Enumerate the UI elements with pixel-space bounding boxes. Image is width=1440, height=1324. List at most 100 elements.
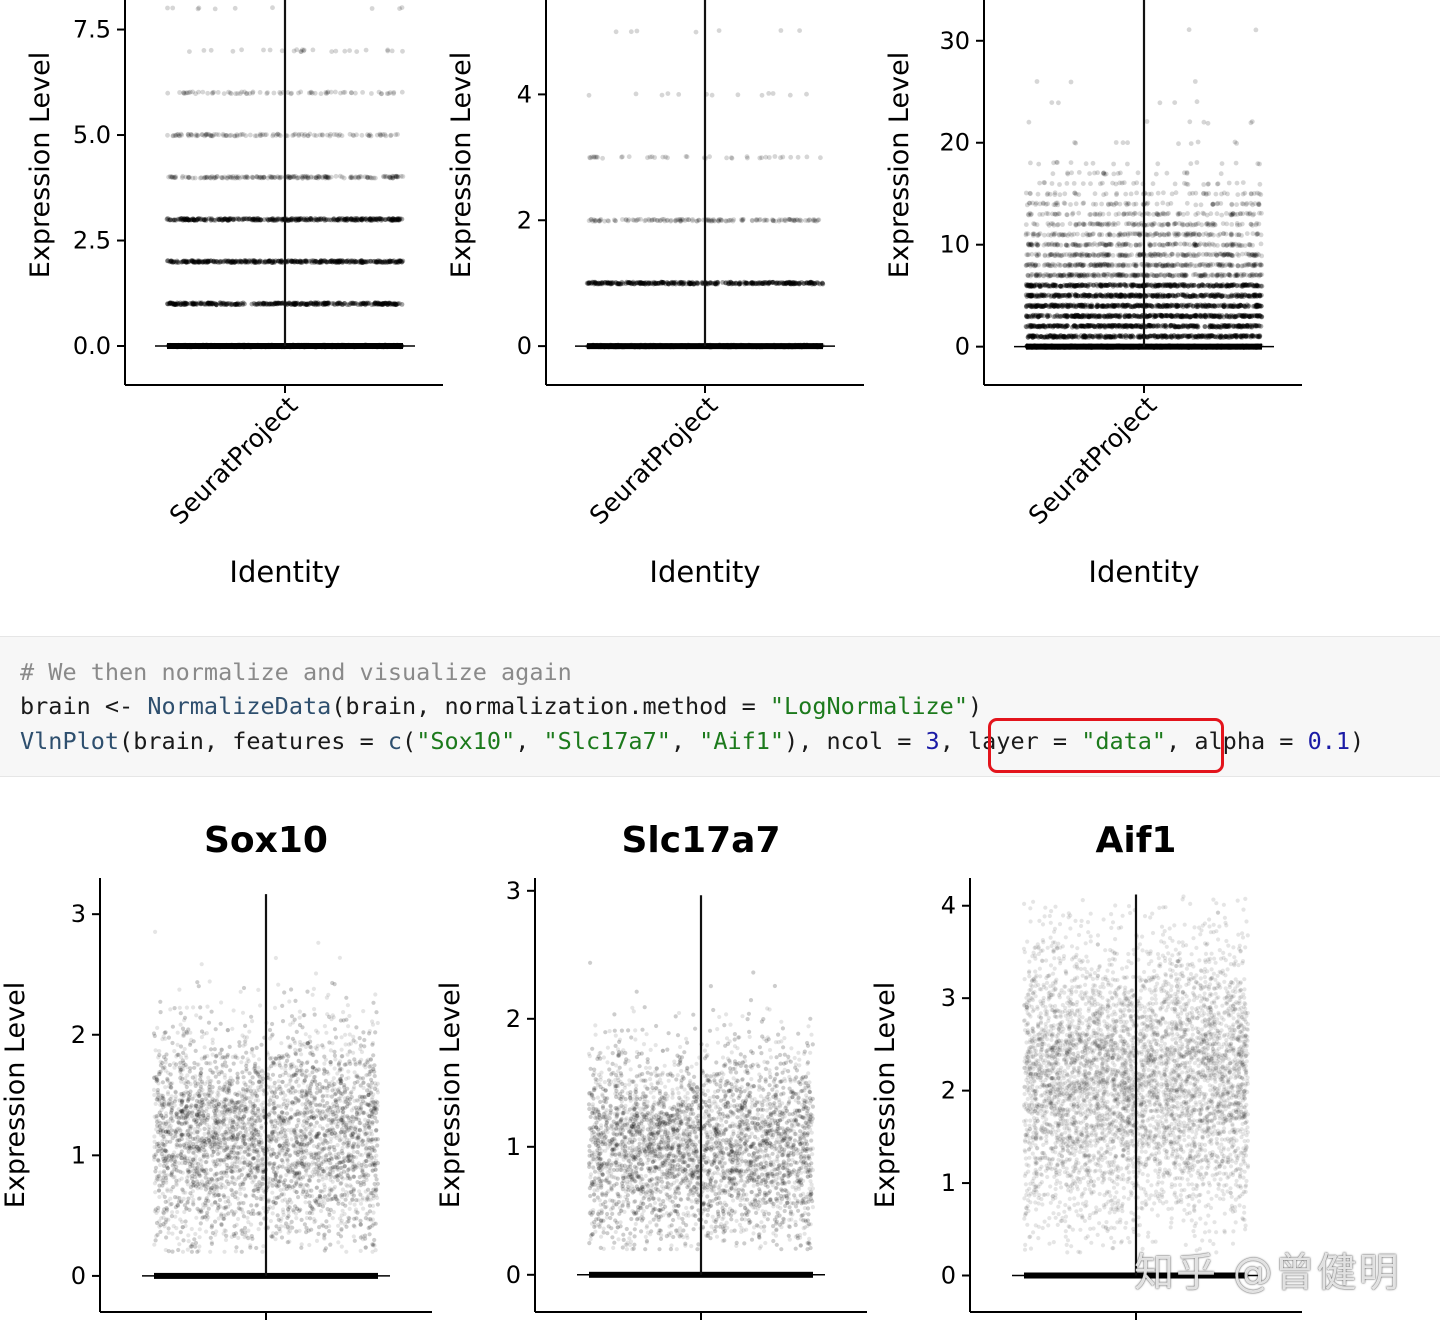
data-point	[326, 300, 332, 306]
data-point	[382, 259, 388, 265]
data-point	[257, 258, 263, 264]
data-point	[778, 28, 784, 33]
data-point	[325, 301, 331, 307]
data-point	[199, 300, 204, 306]
data-point	[324, 259, 330, 265]
data-point	[256, 259, 262, 265]
data-point	[659, 279, 664, 285]
data-point	[228, 302, 234, 308]
data-point	[364, 259, 370, 265]
data-point	[1138, 294, 1144, 299]
data-point	[337, 300, 342, 306]
data-point	[1203, 292, 1209, 298]
data-point	[325, 300, 331, 306]
data-point	[377, 301, 383, 307]
data-point	[372, 300, 378, 306]
data-point	[233, 301, 239, 307]
data-points	[155, 5, 415, 350]
data-point	[1251, 292, 1257, 298]
data-point	[390, 217, 396, 223]
data-point	[1149, 303, 1155, 309]
data-point	[291, 301, 297, 307]
data-point	[319, 259, 325, 265]
data-point	[729, 155, 735, 161]
data-point	[233, 301, 239, 307]
data-point	[310, 301, 316, 307]
data-point	[297, 259, 303, 264]
data-point	[189, 258, 195, 263]
data-point	[1247, 314, 1252, 319]
data-point	[393, 259, 399, 265]
data-point	[228, 260, 233, 265]
data-point	[393, 302, 399, 308]
data-point	[1184, 292, 1190, 298]
data-point	[253, 259, 258, 264]
data-point	[187, 301, 193, 306]
data-point	[762, 280, 768, 285]
data-point	[290, 300, 296, 306]
data-point	[302, 302, 308, 307]
data-point	[200, 259, 205, 265]
data-point	[270, 5, 275, 11]
data-point	[182, 259, 188, 264]
data-point	[633, 91, 639, 97]
data-point	[649, 154, 655, 160]
data-point	[720, 280, 725, 285]
data-point	[1063, 324, 1068, 329]
data-point	[261, 301, 267, 306]
data-point	[299, 260, 305, 265]
data-point	[292, 259, 298, 264]
data-point	[214, 302, 219, 308]
data-point	[788, 154, 794, 160]
data-point	[328, 258, 333, 264]
data-point	[171, 259, 177, 264]
data-point	[1052, 303, 1058, 308]
data-point	[1069, 324, 1075, 330]
data-point	[262, 259, 268, 265]
data-point	[360, 260, 366, 265]
data-point	[301, 301, 307, 307]
data-point	[288, 301, 294, 307]
data-point	[256, 175, 262, 181]
data-point	[1033, 303, 1039, 309]
data-point	[304, 217, 310, 223]
data-point	[270, 260, 275, 265]
data-point	[334, 301, 340, 306]
data-point	[249, 258, 255, 264]
data-point	[239, 301, 244, 306]
data-point	[1085, 302, 1091, 308]
data-point	[229, 302, 235, 307]
data-point	[1103, 314, 1108, 319]
data-point	[274, 301, 280, 307]
data-point	[196, 89, 202, 95]
data-point	[275, 258, 281, 264]
data-point	[262, 260, 267, 265]
data-point	[335, 300, 341, 306]
data-point	[210, 133, 216, 139]
data-point	[638, 280, 644, 286]
data-point	[385, 302, 390, 307]
data-point	[257, 301, 263, 307]
data-point	[347, 258, 353, 264]
data-point	[386, 300, 391, 306]
data-point	[364, 174, 370, 180]
data-point	[295, 300, 300, 306]
data-point	[293, 300, 298, 306]
data-point	[371, 301, 377, 307]
data-point	[1096, 313, 1102, 319]
data-point	[373, 259, 379, 265]
data-point	[384, 258, 390, 264]
data-point	[1041, 292, 1047, 298]
data-point	[368, 258, 373, 264]
data-point	[297, 302, 303, 307]
data-point	[228, 91, 234, 97]
data-point	[247, 132, 253, 138]
data-point	[380, 301, 386, 306]
data-point	[267, 258, 273, 264]
data-point	[341, 90, 346, 95]
data-point	[269, 301, 275, 307]
data-point	[196, 5, 202, 11]
data-point	[224, 301, 230, 307]
data-point	[245, 260, 251, 265]
data-point	[190, 301, 196, 307]
